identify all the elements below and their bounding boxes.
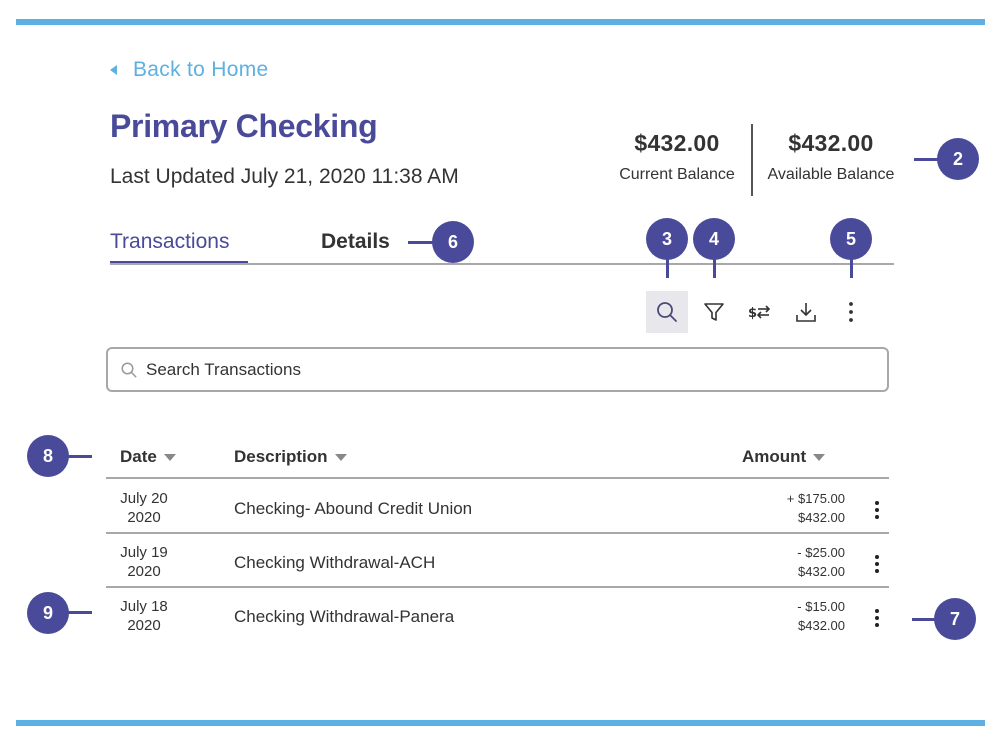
current-balance: $432.00 Current Balance <box>612 130 742 184</box>
row-amount-value: - $15.00 <box>797 599 845 614</box>
sort-down-icon <box>813 453 826 461</box>
annotation-badge-7: 7 <box>934 598 976 640</box>
search-input[interactable] <box>146 359 846 380</box>
annotation-badge-2: 2 <box>937 138 979 180</box>
row-divider <box>106 586 889 588</box>
available-balance-amount: $432.00 <box>788 130 874 156</box>
last-updated-text: Last Updated July 21, 2020 11:38 AM <box>110 165 459 188</box>
row-more-button[interactable] <box>871 607 883 629</box>
row-date: July 20 2020 <box>106 489 182 527</box>
back-to-home-link[interactable]: Back to Home <box>110 58 269 82</box>
badge-7-connector <box>912 618 936 621</box>
available-balance: $432.00 Available Balance <box>760 130 902 184</box>
row-date-year: 2020 <box>127 617 161 634</box>
row-amount-value: - $25.00 <box>797 545 845 560</box>
row-description: Checking Withdrawal-ACH <box>234 553 436 572</box>
annotation-badge-8: 8 <box>27 435 69 477</box>
badge-6-connector <box>408 241 434 244</box>
more-vertical-icon <box>849 302 853 322</box>
date-header-label: Date <box>120 447 157 466</box>
badge-2-connector <box>914 158 938 161</box>
balance-divider <box>751 124 753 196</box>
badge-8-connector <box>68 455 92 458</box>
current-balance-amount: $432.00 <box>634 130 720 156</box>
badge-4-connector <box>713 258 716 278</box>
svg-text:$: $ <box>748 306 757 321</box>
more-options-button[interactable] <box>830 291 872 333</box>
annotation-badge-4: 4 <box>693 218 735 260</box>
search-icon <box>657 302 677 322</box>
search-field[interactable] <box>106 347 889 392</box>
filter-icon <box>704 303 724 321</box>
current-balance-caption: Current Balance <box>619 166 735 183</box>
row-more-button[interactable] <box>871 553 883 575</box>
transfer-icon: $ <box>748 305 771 321</box>
badge-3-connector <box>666 258 669 278</box>
page-title: Primary Checking <box>110 108 378 144</box>
annotation-badge-9: 9 <box>27 592 69 634</box>
row-amount: + $175.00 $432.00 <box>787 489 845 527</box>
row-running-balance: $432.00 <box>798 618 845 633</box>
back-link-label: Back to Home <box>133 58 269 81</box>
row-running-balance: $432.00 <box>798 510 845 525</box>
column-header-description[interactable]: Description <box>234 447 347 467</box>
badge-9-connector <box>68 611 92 614</box>
sort-down-icon <box>334 453 347 461</box>
available-balance-caption: Available Balance <box>767 166 895 183</box>
download-icon <box>796 303 816 322</box>
row-description: Checking- Abound Credit Union <box>234 499 473 518</box>
column-header-amount[interactable]: Amount <box>742 447 826 467</box>
row-date: July 19 2020 <box>106 543 182 581</box>
sort-down-icon <box>163 453 176 461</box>
row-more-button[interactable] <box>871 499 883 521</box>
search-icon <box>121 362 137 377</box>
download-button[interactable] <box>785 291 827 333</box>
row-date-day: July 18 <box>120 598 168 615</box>
badge-5-connector <box>850 258 853 278</box>
row-date-year: 2020 <box>127 563 161 580</box>
amount-header-label: Amount <box>742 447 807 466</box>
table-row[interactable]: July 18 2020 Checking Withdrawal-Panera … <box>106 597 889 649</box>
row-date-year: 2020 <box>127 509 161 526</box>
tab-transactions[interactable]: Transactions <box>110 230 230 253</box>
transfer-button[interactable]: $ <box>739 291 781 333</box>
annotation-badge-3: 3 <box>646 218 688 260</box>
row-date: July 18 2020 <box>106 597 182 635</box>
row-amount: - $15.00 $432.00 <box>797 597 845 635</box>
description-header-label: Description <box>234 447 328 466</box>
filter-button[interactable] <box>693 291 735 333</box>
row-divider <box>106 532 889 534</box>
annotation-badge-5: 5 <box>830 218 872 260</box>
top-accent-bar <box>16 19 985 25</box>
row-date-day: July 20 <box>120 490 168 507</box>
row-description: Checking Withdrawal-Panera <box>234 607 455 626</box>
table-header-divider <box>106 477 889 479</box>
column-header-date[interactable]: Date <box>120 447 176 467</box>
bottom-accent-bar <box>16 720 985 726</box>
tab-details[interactable]: Details <box>321 230 390 253</box>
search-toggle-button[interactable] <box>646 291 688 333</box>
row-running-balance: $432.00 <box>798 564 845 579</box>
row-amount: - $25.00 $432.00 <box>797 543 845 581</box>
table-row[interactable]: July 20 2020 Checking- Abound Credit Uni… <box>106 489 889 541</box>
tabs-divider <box>110 263 894 265</box>
row-date-day: July 19 <box>120 544 168 561</box>
row-amount-value: + $175.00 <box>786 491 845 506</box>
annotation-badge-6: 6 <box>432 221 474 263</box>
caret-left-icon <box>110 65 117 75</box>
table-row[interactable]: July 19 2020 Checking Withdrawal-ACH - $… <box>106 543 889 595</box>
